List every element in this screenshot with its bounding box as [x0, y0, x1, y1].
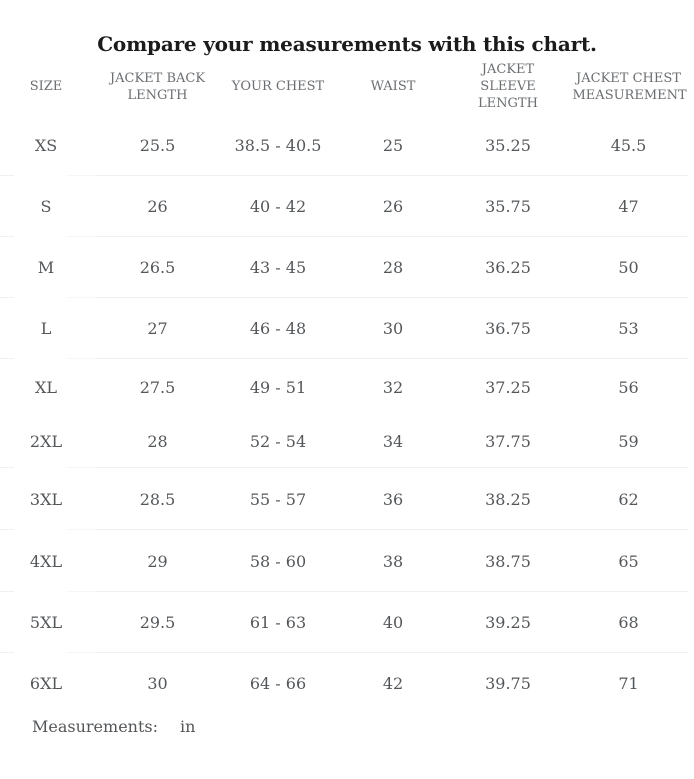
table-row: M 26.5 43 - 45 28 36.25 50	[0, 237, 694, 298]
column-header-size: SIZE	[29, 79, 63, 94]
table-cell: 30	[382, 319, 404, 338]
column-header-jacket-sleeve-length: JACKET SLEEVE LENGTH	[478, 62, 538, 111]
table-cell: 46 - 48	[249, 319, 307, 338]
table-cell: 27.5	[139, 377, 176, 397]
table-row: 5XL 29.5 61 - 63 40 39.25 68	[0, 592, 694, 653]
table-cell: 52 - 54	[249, 432, 307, 451]
table-cell: 26	[382, 197, 404, 216]
table-cell-size: L	[40, 319, 52, 338]
table-header-row: SIZE JACKET BACK LENGTH YOUR CHEST WAIST…	[0, 58, 694, 115]
table-cell: 40	[382, 613, 404, 632]
table-cell: 28	[147, 432, 168, 451]
table-row: L 27 46 - 48 30 36.75 53	[0, 298, 694, 359]
column-header-your-chest: YOUR CHEST	[231, 79, 325, 94]
table-cell-size: 5XL	[29, 613, 63, 632]
table-cell: 37.25	[485, 377, 531, 397]
table-cell: 50	[618, 258, 639, 277]
table-cell: 53	[618, 319, 639, 338]
table-cell: 35.25	[485, 136, 531, 155]
table-cell: 35.75	[485, 197, 531, 216]
table-row: 2XL 28 52 - 54 34 37.75 59	[0, 415, 694, 468]
table-cell: 32	[382, 377, 404, 397]
table-cell-size: XS	[34, 136, 58, 155]
table-cell: 38	[382, 551, 404, 571]
table-cell: 58 - 60	[249, 551, 307, 571]
chart-title: Compare your measurements with this char…	[97, 32, 597, 56]
table-cell-size: M	[37, 258, 55, 277]
measurements-label: Measurements:	[32, 717, 158, 736]
table-cell: 25	[382, 136, 404, 155]
table-cell: 38.5 - 40.5	[234, 136, 322, 155]
column-header-jacket-back-length: JACKET BACK LENGTH	[109, 70, 206, 103]
table-row: 6XL 30 64 - 66 42 39.75 71	[0, 653, 694, 714]
table-cell: 62	[618, 489, 639, 509]
table-row: 4XL 29 58 - 60 38 38.75 65	[0, 530, 694, 592]
table-row: S 26 40 - 42 26 35.75 47	[0, 176, 694, 237]
table-cell: 30	[147, 674, 168, 693]
table-cell: 71	[618, 674, 639, 693]
table-cell: 38.75	[485, 551, 531, 571]
table-cell: 26	[147, 197, 168, 216]
table-cell: 61 - 63	[249, 613, 307, 632]
table-cell: 36.75	[485, 319, 531, 338]
column-header-waist: WAIST	[370, 79, 416, 94]
column-header-jacket-chest-measurement: JACKET CHEST MEASUREMENT	[572, 70, 687, 103]
table-cell: 65	[618, 551, 639, 571]
table-cell-size: 2XL	[29, 432, 63, 451]
table-cell: 38.25	[485, 489, 531, 509]
table-cell-size: 4XL	[29, 551, 63, 571]
table-row: 3XL 28.5 55 - 57 36 38.25 62	[0, 468, 694, 530]
table-cell: 40 - 42	[249, 197, 307, 216]
table-cell: 56	[618, 377, 639, 397]
measurements-unit: in	[180, 717, 196, 736]
table-cell: 45.5	[610, 136, 647, 155]
table-cell: 36.25	[485, 258, 531, 277]
table-cell: 42	[382, 674, 404, 693]
table-cell: 28	[382, 258, 404, 277]
table-cell: 36	[382, 489, 404, 509]
table-cell: 27	[147, 319, 168, 338]
table-cell: 64 - 66	[249, 674, 307, 693]
table-cell-size: XL	[34, 377, 57, 397]
table-cell-size: S	[40, 197, 52, 216]
table-cell: 29.5	[139, 613, 176, 632]
table-cell: 37.75	[485, 432, 531, 451]
size-chart: Compare your measurements with this char…	[0, 30, 694, 779]
table-cell: 59	[618, 432, 639, 451]
table-body: XS 25.5 38.5 - 40.5 25 35.25 45.5 S 26 4…	[0, 115, 694, 714]
table-cell: 26.5	[139, 258, 176, 277]
table-cell: 25.5	[139, 136, 176, 155]
table-cell: 68	[618, 613, 639, 632]
table-cell: 43 - 45	[249, 258, 307, 277]
table-cell: 34	[382, 432, 404, 451]
table-cell: 39.25	[485, 613, 531, 632]
table-cell: 28.5	[139, 489, 176, 509]
table-cell: 39.75	[485, 674, 531, 693]
table-cell: 29	[147, 551, 168, 571]
table-row: XL 27.5 49 - 51 32 37.25 56	[0, 359, 694, 415]
table-cell: 49 - 51	[249, 377, 307, 397]
table-row: XS 25.5 38.5 - 40.5 25 35.25 45.5	[0, 115, 694, 176]
table-cell-size: 3XL	[29, 489, 63, 509]
table-cell: 47	[618, 197, 639, 216]
measurements-footer: Measurements: in	[0, 714, 694, 740]
table-cell: 55 - 57	[249, 489, 307, 509]
table-cell-size: 6XL	[29, 674, 63, 693]
